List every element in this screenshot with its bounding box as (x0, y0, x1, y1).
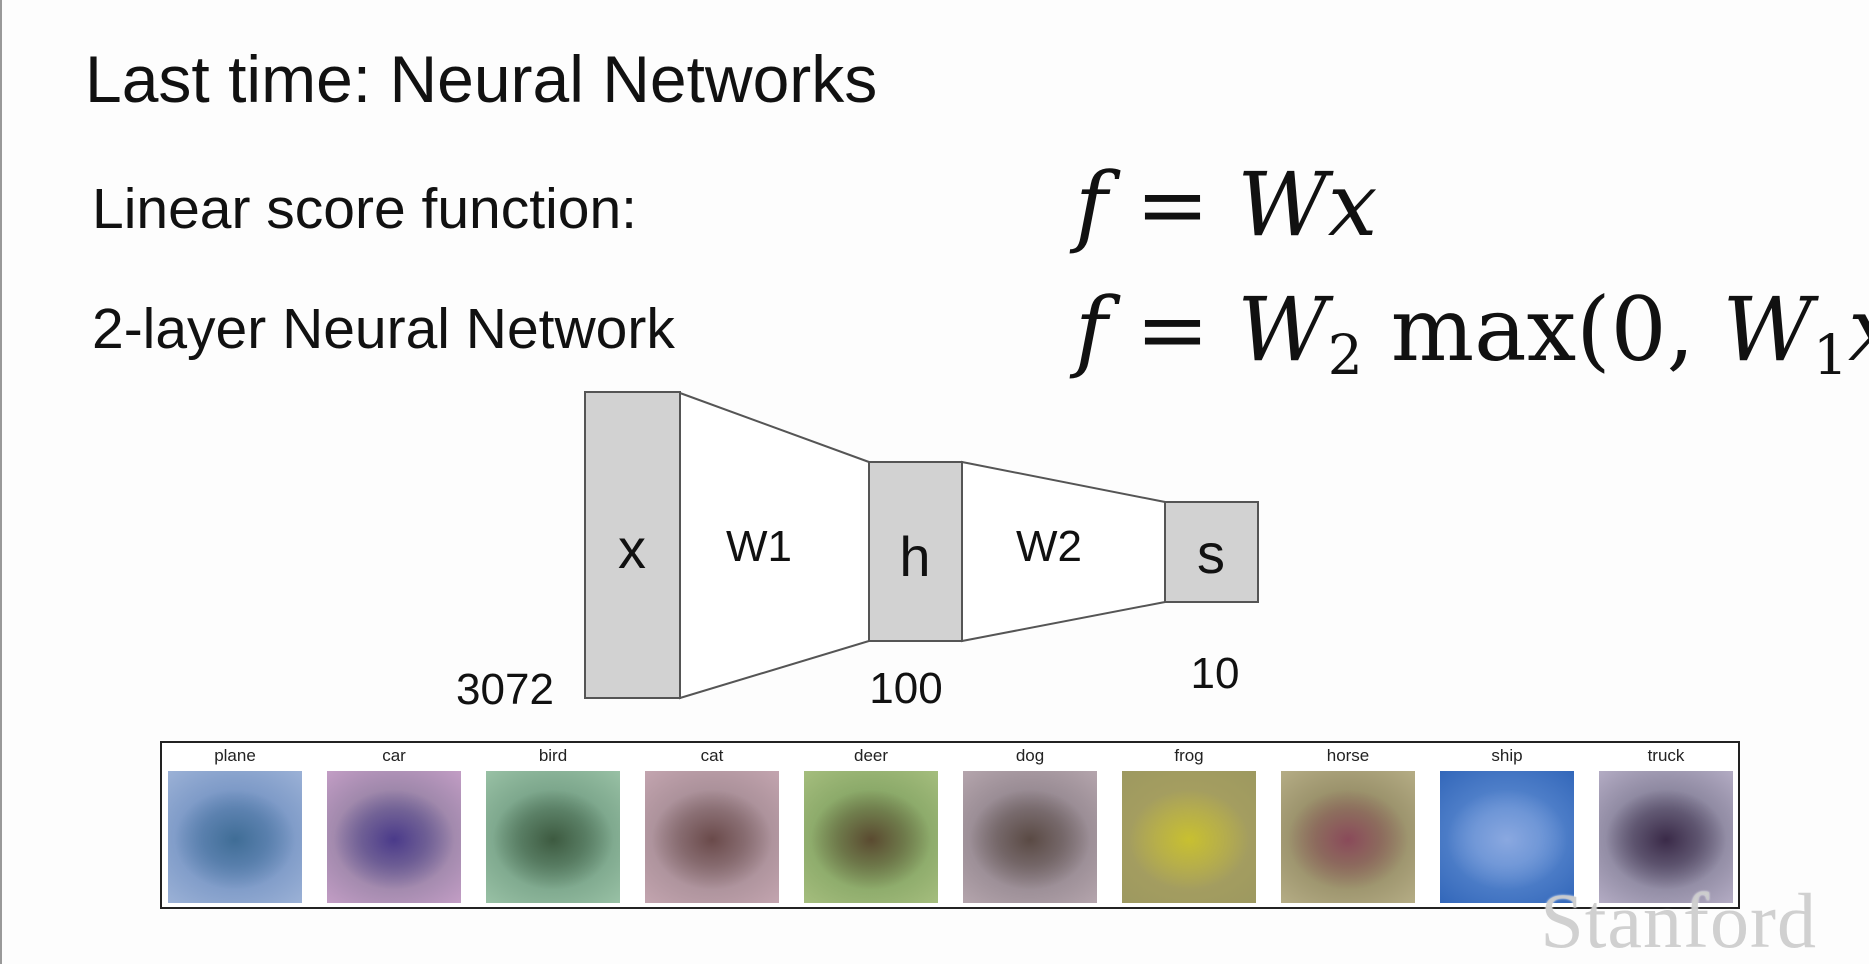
hidden-node-h (868, 461, 963, 642)
input-size-label: 3072 (456, 665, 554, 714)
formula-f: f (1075, 153, 1108, 256)
network-diagram: x h s W1 W2 3072 100 10 (456, 391, 1259, 714)
two-layer-formula: f = W2 max(0, W1x) (1075, 280, 1869, 405)
template-tile: deer (804, 743, 938, 909)
two-layer-label: 2-layer Neural Network (92, 297, 675, 361)
template-class-label: bird (538, 746, 568, 765)
stanford-watermark: Stanford (1540, 877, 1817, 964)
formula-w1: W (1722, 278, 1813, 381)
template-image (1122, 771, 1256, 903)
template-image (486, 771, 620, 903)
formula-max: max(0, (1390, 278, 1695, 381)
template-image (963, 771, 1097, 903)
template-class-label: dog (1015, 746, 1045, 765)
template-image (327, 771, 461, 903)
template-image (1599, 771, 1733, 903)
formula-equals: = (1135, 153, 1210, 256)
output-size-label: 10 (1191, 649, 1240, 698)
template-class-label: deer (853, 746, 889, 765)
slide-left-border (0, 0, 2, 964)
template-image (804, 771, 938, 903)
template-class-label: car (382, 746, 406, 765)
slide-title: Last time: Neural Networks (85, 42, 878, 116)
formula-sub-2: 2 (1327, 323, 1363, 387)
template-image (168, 771, 302, 903)
template-class-label: ship (1491, 746, 1523, 765)
template-tile: frog (1122, 743, 1256, 909)
template-tile: truck (1599, 743, 1733, 909)
input-node-x (584, 391, 681, 699)
template-image (1281, 771, 1415, 903)
template-tile: dog (963, 743, 1097, 909)
formula-x: x (1327, 153, 1378, 256)
template-tile: ship (1440, 743, 1574, 909)
template-tile: horse (1281, 743, 1415, 909)
template-class-label: plane (214, 746, 256, 765)
weight-w2-label: W2 (1016, 522, 1082, 571)
output-node-s (1164, 501, 1259, 603)
template-class-label: frog (1174, 746, 1204, 765)
template-tile: bird (486, 743, 620, 909)
weight-w1-label: W1 (726, 522, 792, 571)
node-h-label: h (899, 525, 930, 588)
template-image (645, 771, 779, 903)
linear-formula: f = Wx (1075, 155, 1377, 255)
formula-w2: W (1237, 278, 1328, 381)
formula-equals: = (1135, 278, 1210, 381)
template-class-label: truck (1647, 746, 1685, 765)
linear-score-label: Linear score function: (92, 177, 637, 241)
formula-sub-1: 1 (1813, 323, 1848, 387)
template-tile: plane (168, 743, 302, 909)
template-class-label: cat (700, 746, 724, 765)
class-template-strip: plane car bird cat deer dog frog horse ship truck (160, 741, 1740, 909)
template-image (1440, 771, 1574, 903)
template-tile: cat (645, 743, 779, 909)
template-class-label: horse (1326, 746, 1370, 765)
formula-w: W (1237, 153, 1328, 256)
hidden-size-label: 100 (869, 664, 942, 713)
template-tile: car (327, 743, 461, 909)
formula-f: f (1075, 278, 1108, 381)
node-s-label: s (1197, 522, 1225, 585)
node-x-label: x (618, 517, 646, 580)
formula-x: x (1848, 278, 1869, 381)
